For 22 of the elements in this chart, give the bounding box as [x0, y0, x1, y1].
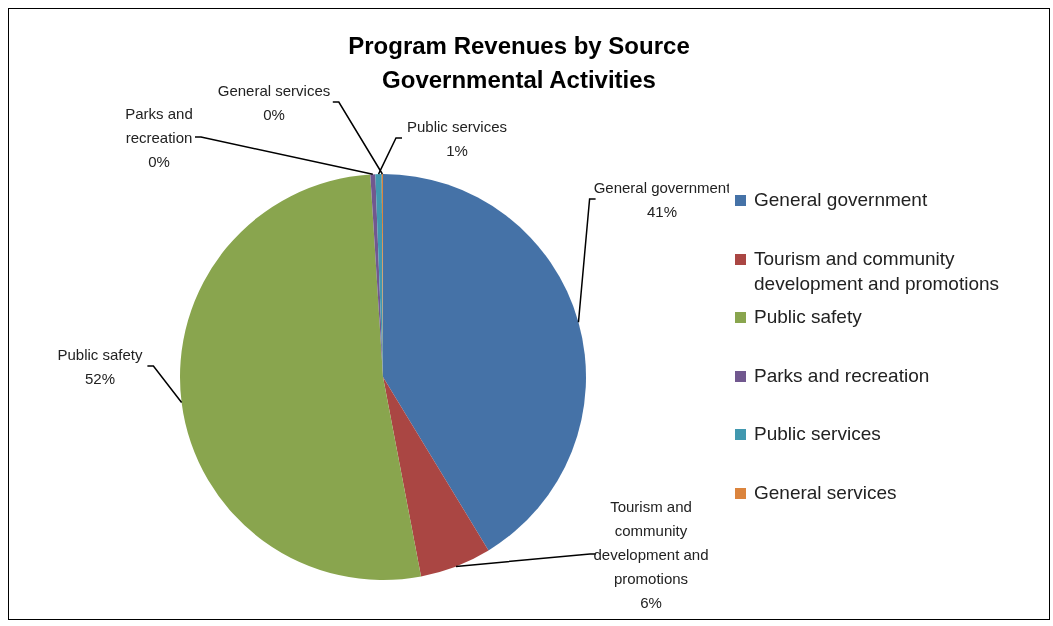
slice-label: Parks and recreation [125, 105, 193, 146]
data-label: 1% [446, 142, 468, 159]
slice-label: Public services [406, 118, 508, 135]
legend-label: Tourism and community development and promotions [754, 246, 1001, 296]
pie-slice [383, 174, 586, 551]
chart-title: Program Revenues by Source [347, 31, 691, 61]
pie-slice [383, 377, 489, 577]
slice-label: Public safety [57, 346, 144, 363]
data-label: 52% [84, 370, 116, 387]
legend-label: Public services [754, 422, 881, 446]
data-label: 6% [640, 594, 662, 611]
legend-label: Public safety [754, 305, 862, 329]
legend-label: General government [754, 188, 928, 212]
slice-label: Tourism and community development and promotions [593, 498, 709, 587]
legend-label: General services [754, 480, 897, 505]
data-label: 0% [148, 153, 170, 170]
pie-slice [180, 174, 422, 580]
chart-subtitle: Governmental Activities [382, 66, 656, 93]
data-label: 0% [263, 106, 285, 123]
slice-label: General services [217, 82, 331, 99]
data-label: 41% [646, 203, 678, 220]
legend-label: Parks and recreation [754, 363, 930, 388]
